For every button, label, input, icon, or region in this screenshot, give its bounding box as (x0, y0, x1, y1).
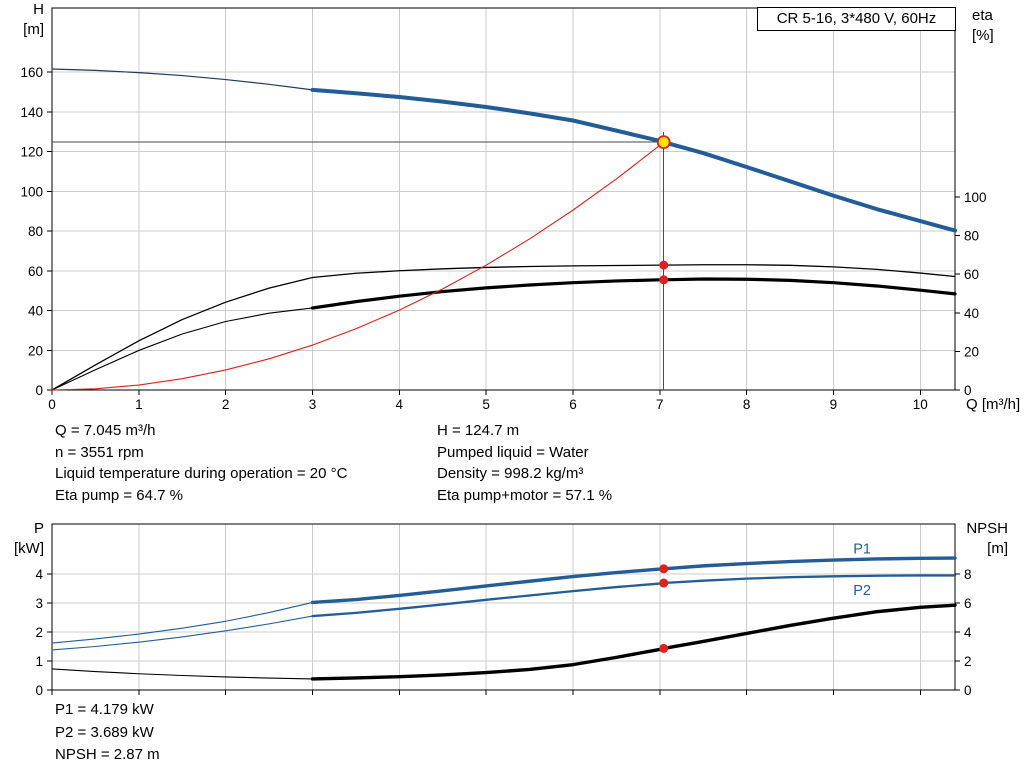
annotation-head: H = 124.7 m (437, 422, 520, 439)
p-axis-quantity: P (33, 520, 44, 537)
h-curve (310, 87, 957, 233)
right-tick-label: 100 (964, 190, 987, 205)
right-tick-label: 20 (964, 344, 979, 359)
npsh-axis-quantity: NPSH (966, 520, 1008, 537)
right-tick-label: 60 (964, 267, 979, 282)
h-axis-quantity: H (33, 1, 44, 18)
operating-point-dot (659, 578, 669, 588)
annotation-q: Q = 7.045 m³/h (55, 422, 156, 439)
annotation-eta-pump: Eta pump = 64.7 % (55, 487, 183, 505)
annotation-liquid-temp: Liquid temperature during operation = 20… (55, 465, 348, 483)
x-tick-label: 5 (482, 397, 490, 412)
x-tick-label: 4 (396, 397, 404, 412)
annotation-npsh: NPSH = 2.87 m (55, 746, 160, 763)
right-tick-label: 0 (964, 683, 972, 698)
x-tick-label: 9 (830, 397, 838, 412)
eta-pump-motor (310, 277, 957, 310)
annotation-density: Density = 998.2 kg/m³ (437, 465, 584, 483)
right-tick-label: 8 (964, 567, 972, 582)
right-tick-label: 4 (964, 625, 972, 640)
npsh-curve (310, 603, 957, 681)
left-tick-label: 60 (28, 264, 43, 279)
operating-point-dot (659, 643, 669, 653)
p1-curve-extended (51, 601, 314, 644)
left-tick-label: 3 (35, 596, 43, 611)
x-tick-label: 2 (222, 397, 230, 412)
npsh-axis-unit: [m] (987, 540, 1008, 557)
duty-point-text-left: Q = 7.045 m³/h n = 3551 rpm Liquid tempe… (55, 420, 347, 507)
left-tick-label: 160 (20, 65, 43, 80)
x-tick-label: 7 (656, 397, 664, 412)
right-tick-label: 80 (964, 229, 979, 244)
p-axis-corner-label: P [kW] (0, 519, 44, 559)
annotation-speed: n = 3551 rpm (55, 443, 144, 461)
right-tick-label: 6 (964, 596, 972, 611)
duty-point-marker[interactable] (656, 135, 671, 150)
left-tick-label: 20 (28, 343, 43, 358)
left-tick-label: 2 (35, 625, 43, 640)
x-tick-label: 3 (309, 397, 317, 412)
left-tick-label: 40 (28, 304, 43, 319)
operating-point-dot (659, 275, 669, 285)
left-tick-label: 80 (28, 224, 43, 239)
left-tick-label: 120 (20, 145, 43, 160)
p2-curve-extended (51, 615, 314, 651)
curve-label-p2: P2 (853, 583, 871, 599)
eta-pump (51, 264, 956, 391)
npsh-axis-corner-label: NPSH [m] (956, 519, 1008, 559)
right-tick-label: 2 (964, 654, 972, 669)
operating-point-dot (659, 564, 669, 574)
operating-point-dot (659, 260, 669, 270)
curve-label-p1: P1 (853, 541, 871, 557)
eta-axis-corner-label: eta [%] (972, 6, 994, 46)
plot-frame (51, 7, 956, 391)
eta-axis-quantity: eta (972, 7, 993, 24)
right-tick-label: 40 (964, 306, 979, 321)
eta-axis-unit: [%] (972, 27, 994, 44)
h-axis-unit: [m] (23, 21, 44, 38)
right-tick-label: 0 (964, 383, 972, 398)
q-axis-label: Q [m³/h] (966, 396, 1021, 413)
left-tick-label: 140 (20, 105, 43, 120)
npsh-curve-extended (51, 668, 314, 680)
left-tick-label: 100 (20, 184, 43, 199)
left-tick-label: 1 (35, 654, 43, 669)
power-npsh-text: P1 = 4.179 kW P2 = 3.689 kW NPSH = 2.87 … (55, 699, 160, 767)
left-tick-label: 0 (35, 383, 43, 398)
x-tick-label: 1 (135, 397, 143, 412)
left-tick-label: 0 (35, 683, 43, 698)
left-tick-label: 4 (35, 567, 43, 582)
annotation-pumped-liquid: Pumped liquid = Water (437, 443, 589, 461)
x-tick-label: 8 (743, 397, 751, 412)
plot-frame (51, 523, 956, 691)
h-axis-corner-label: H [m] (0, 0, 44, 40)
annotation-p2: P2 = 3.689 kW (55, 723, 154, 741)
annotation-p1: P1 = 4.179 kW (55, 701, 154, 718)
x-tick-label: 0 (48, 397, 56, 412)
duty-point-text-right: H = 124.7 m Pumped liquid = Water Densit… (437, 420, 612, 507)
x-tick-label: 10 (913, 397, 928, 412)
annotation-eta-pump-motor: Eta pump+motor = 57.1 % (437, 487, 613, 505)
pump-type-label: CR 5-16, 3*480 V, 60Hz (757, 7, 956, 31)
system-curve (51, 141, 665, 391)
x-tick-label: 6 (569, 397, 577, 412)
h-curve-extended (51, 68, 314, 91)
p-axis-unit: [kW] (14, 540, 44, 557)
eta-pump-motor-extended (51, 307, 314, 391)
